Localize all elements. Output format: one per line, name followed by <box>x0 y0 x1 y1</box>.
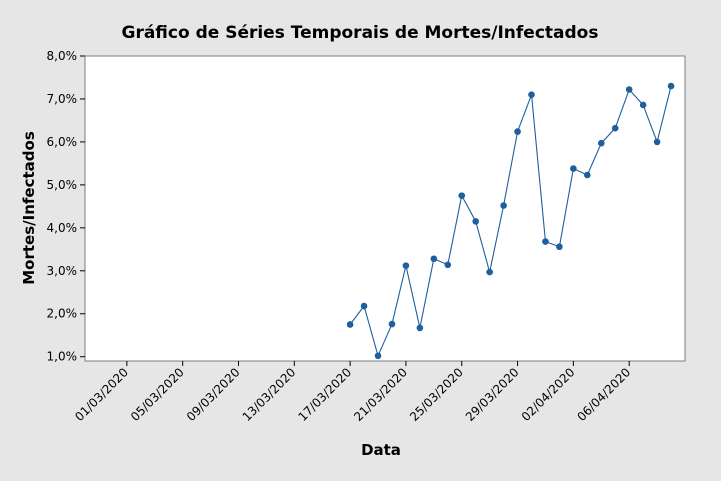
data-point <box>570 165 577 172</box>
data-point <box>360 302 368 310</box>
y-tick-label: 3,0% <box>47 264 78 278</box>
data-point <box>667 82 675 90</box>
data-point <box>416 324 424 332</box>
data-point <box>597 139 605 147</box>
y-tick-label: 2,0% <box>47 307 78 321</box>
y-tick-label: 6,0% <box>47 135 78 149</box>
data-point <box>542 238 549 245</box>
data-point <box>653 138 661 146</box>
data-point <box>444 261 452 269</box>
y-tick-label: 8,0% <box>47 49 78 63</box>
data-point <box>486 268 493 276</box>
y-axis-label: Mortes/Infectados <box>20 131 38 285</box>
chart-title: Gráfico de Séries Temporais de Mortes/In… <box>122 23 599 43</box>
data-point <box>458 192 466 199</box>
data-point <box>388 320 396 328</box>
data-point <box>472 218 479 225</box>
data-point <box>611 124 619 132</box>
y-tick-label: 5,0% <box>47 178 78 192</box>
data-point <box>528 91 535 98</box>
y-tick-label: 1,0% <box>47 350 78 364</box>
data-point <box>556 243 563 251</box>
y-tick-label: 7,0% <box>47 92 78 106</box>
data-point <box>374 352 382 360</box>
y-axis: 1,0% 2,0% 3,0% 4,0% 5,0% 6,0% 7,0% 8,0% <box>47 49 85 364</box>
y-tick-label: 4,0% <box>47 221 78 235</box>
series-layer <box>346 82 675 360</box>
plot-area <box>84 55 686 362</box>
x-axis-label: Data <box>361 441 401 459</box>
data-point <box>514 128 521 135</box>
data-point <box>639 101 647 109</box>
data-point <box>584 171 591 179</box>
series-line <box>349 85 672 358</box>
data-point <box>402 262 410 269</box>
data-point <box>625 86 633 93</box>
data-point <box>430 255 438 263</box>
data-point <box>346 321 354 328</box>
data-point <box>500 202 507 209</box>
